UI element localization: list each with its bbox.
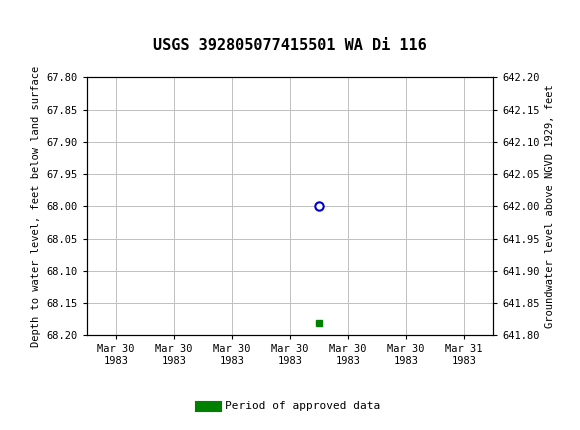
Y-axis label: Groundwater level above NGVD 1929, feet: Groundwater level above NGVD 1929, feet [545,85,555,328]
Legend: Period of approved data: Period of approved data [195,397,385,416]
Text: ≡USGS: ≡USGS [6,10,60,28]
Text: USGS 392805077415501 WA Di 116: USGS 392805077415501 WA Di 116 [153,38,427,52]
Y-axis label: Depth to water level, feet below land surface: Depth to water level, feet below land su… [31,66,41,347]
